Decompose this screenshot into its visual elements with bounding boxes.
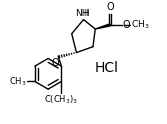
Text: O: O — [122, 20, 130, 30]
Polygon shape — [95, 24, 110, 29]
Text: CH$_3$: CH$_3$ — [131, 19, 149, 31]
Text: NH: NH — [76, 9, 89, 18]
Text: HCl: HCl — [95, 61, 119, 75]
Text: CH$_3$: CH$_3$ — [9, 75, 27, 88]
Text: H: H — [84, 9, 89, 18]
Text: O: O — [106, 2, 114, 12]
Text: C(CH$_3$)$_3$: C(CH$_3$)$_3$ — [44, 94, 78, 106]
Text: O: O — [51, 58, 59, 68]
